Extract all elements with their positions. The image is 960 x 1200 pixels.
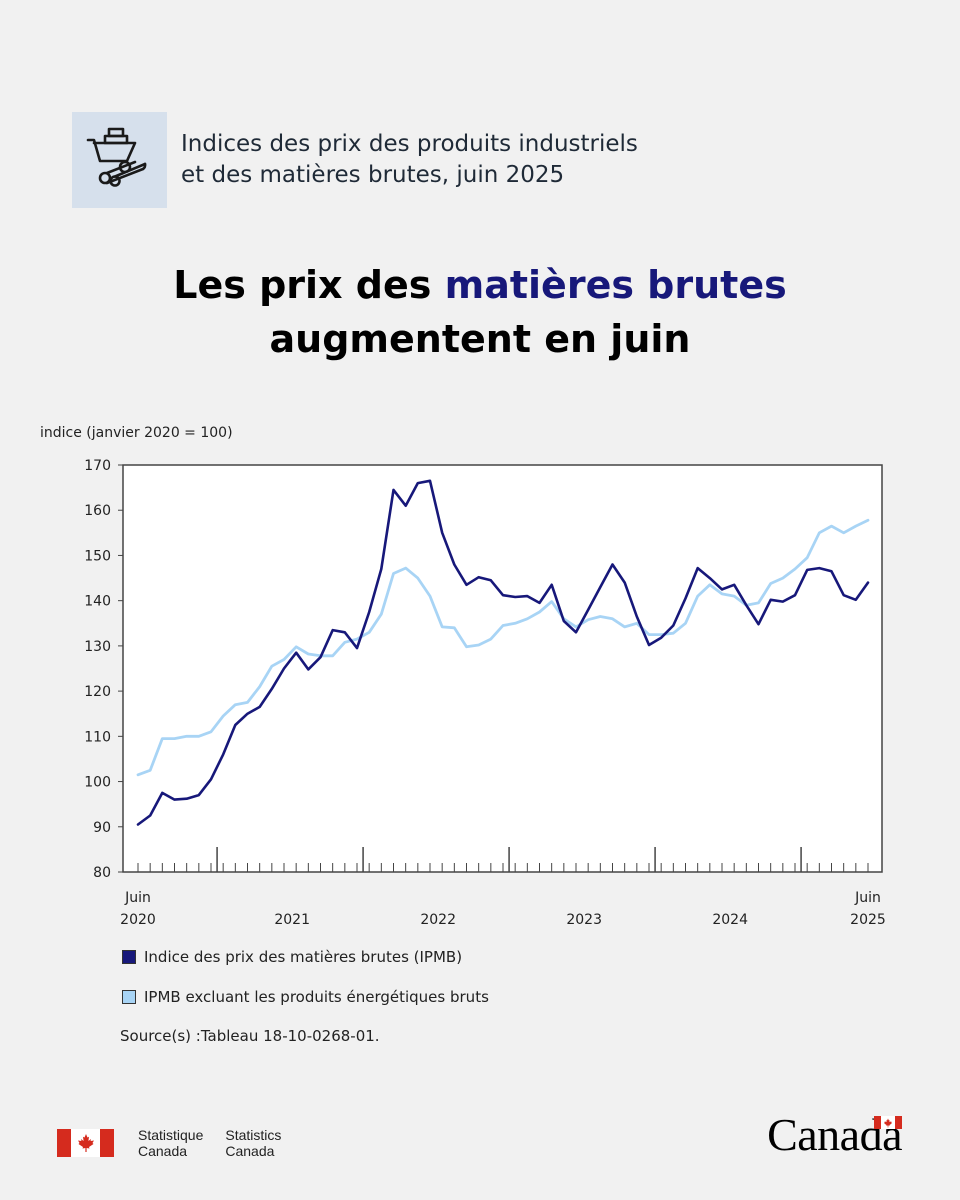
canada-flag-icon <box>57 1129 114 1157</box>
legend-swatch-ipmb-excl <box>122 990 136 1004</box>
x-tick-label-year: 2022 <box>420 912 456 928</box>
wheelbarrow-logs-icon <box>72 112 167 208</box>
y-tick-label: 90 <box>93 820 111 836</box>
canada-mini-flag-icon <box>874 1116 902 1129</box>
x-tick-label-year: 2023 <box>566 912 602 928</box>
legend-item-ipmb: Indice des prix des matières brutes (IPM… <box>122 948 462 966</box>
x-tick-label-year: 2025 <box>850 912 886 928</box>
statcan-wordmark: Statistique Canada Statistics Canada <box>57 1127 281 1159</box>
y-tick-label: 110 <box>84 729 111 745</box>
wordmark-fr-line-1: Statistique <box>138 1127 204 1143</box>
x-tick-label-year: 2021 <box>274 912 310 928</box>
canada-wordmark: Canada <box>767 1108 902 1161</box>
y-axis-label: indice (janvier 2020 = 100) <box>40 425 233 441</box>
legend-swatch-ipmb <box>122 950 136 964</box>
report-header: Indices des prix des produits industriel… <box>72 112 638 208</box>
legend-label-ipmb-excl: IPMB excluant les produits énergétiques … <box>144 988 489 1006</box>
y-tick-label: 170 <box>84 458 111 474</box>
y-tick-label: 150 <box>84 548 111 564</box>
wordmark-en: Statistics Canada <box>225 1127 281 1159</box>
wordmark-fr: Statistique Canada <box>138 1127 203 1159</box>
legend-item-ipmb-excl: IPMB excluant les produits énergétiques … <box>122 988 489 1006</box>
header-line-1: Indices des prix des produits industriel… <box>181 131 638 157</box>
chart-source: Source(s) :Tableau 18-10-0268-01. <box>120 1027 380 1045</box>
series-line-ipmb <box>136 479 870 826</box>
y-tick-label: 100 <box>84 775 111 791</box>
headline-part-1: Les prix des <box>173 263 445 307</box>
wordmark-fr-line-2: Canada <box>138 1143 188 1159</box>
headline: Les prix des matières brutes augmentent … <box>0 258 960 366</box>
wordmark-en-line-2: Canada <box>225 1143 275 1159</box>
plot-frame <box>122 464 883 873</box>
x-tick-label-month: Juin <box>854 890 881 906</box>
header-line-2: et des matières brutes, juin 2025 <box>181 162 565 188</box>
y-tick-label: 120 <box>84 684 111 700</box>
x-tick-label-month: Juin <box>124 890 151 906</box>
x-tick-label-year: 2024 <box>712 912 748 928</box>
legend-label-ipmb: Indice des prix des matières brutes (IPM… <box>144 948 463 966</box>
line-chart: indice (janvier 2020 = 100) 80 90 100 110 120… <box>40 425 886 928</box>
y-tick-label: 130 <box>84 639 111 655</box>
x-tick-label-year: 2020 <box>120 912 156 928</box>
y-tick-label: 160 <box>84 503 111 519</box>
wordmark-en-line-1: Statistics <box>225 1127 282 1143</box>
headline-accent: matières brutes <box>444 263 787 307</box>
y-tick-label: 80 <box>93 865 111 881</box>
y-tick-label: 140 <box>84 594 111 610</box>
chart-container: indice (janvier 2020 = 100) 80 90 100 110 120… <box>0 400 960 944</box>
headline-line-2: augmentent en juin <box>269 317 691 361</box>
